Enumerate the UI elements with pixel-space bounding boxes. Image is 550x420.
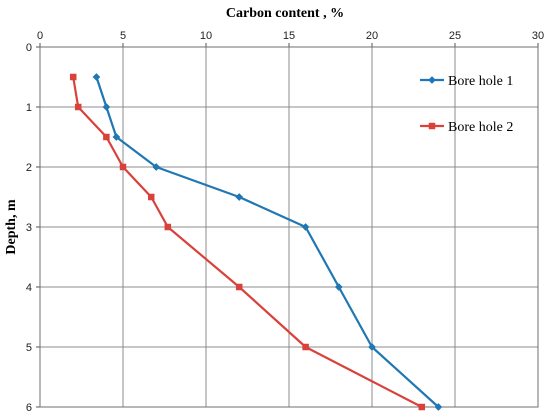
series-2-point (74, 103, 82, 111)
x-tick-label: 10 (200, 30, 212, 42)
series-1-point (152, 163, 161, 171)
series-group (69, 73, 443, 411)
legend-label: Bore hole 1 (448, 74, 513, 89)
x-tick-label: 15 (283, 30, 295, 42)
series-2-point (418, 403, 426, 411)
y-tick-label: 5 (26, 342, 32, 354)
x-tick-label: 25 (449, 30, 461, 42)
series-1-point (92, 73, 101, 81)
y-axis-title: Depth, m (4, 199, 19, 255)
grid (39, 46, 539, 408)
series-2-point (235, 283, 243, 291)
axes: Carbon content , % Depth, m 0 5 10 15 20 25 30… (4, 6, 544, 414)
legend-label: Bore hole 2 (448, 120, 513, 135)
series-1-line (95, 76, 440, 408)
y-tick-label: 3 (26, 222, 32, 234)
legend: Bore hole 1 Bore hole 2 (420, 74, 513, 135)
legend-swatch-marker (428, 122, 436, 130)
series-2-point (119, 163, 127, 171)
series-1 (92, 73, 443, 411)
x-tick-label: 30 (532, 30, 544, 42)
legend-swatch-marker (428, 76, 436, 84)
series-1-point (102, 103, 111, 111)
x-tick-label: 20 (366, 30, 378, 42)
series-2-point (302, 343, 309, 351)
series-2-point (69, 73, 77, 81)
x-tick-label: 0 (37, 30, 43, 42)
x-axis-title: Carbon content , % (226, 6, 344, 21)
series-1-point (334, 283, 343, 291)
series-1-point (368, 343, 376, 351)
legend-item-2: Bore hole 2 (420, 120, 513, 135)
y-tick-label: 4 (26, 282, 32, 294)
series-2-point (164, 223, 172, 231)
y-tick-label: 2 (26, 162, 32, 174)
series-1-point (112, 133, 121, 141)
x-tick-label: 5 (120, 30, 126, 42)
y-tick-label: 6 (26, 402, 32, 414)
plot-area-border (39, 46, 539, 408)
series-2-point (147, 193, 155, 201)
series-2-line (72, 76, 423, 408)
series-2 (69, 73, 426, 411)
series-1-point (434, 403, 443, 411)
y-tick-label: 0 (26, 42, 32, 54)
series-1-point (235, 193, 244, 201)
y-tick-label: 1 (26, 102, 32, 114)
legend-item-1: Bore hole 1 (420, 74, 513, 89)
series-2-point (103, 133, 110, 141)
series-1-point (301, 223, 310, 231)
